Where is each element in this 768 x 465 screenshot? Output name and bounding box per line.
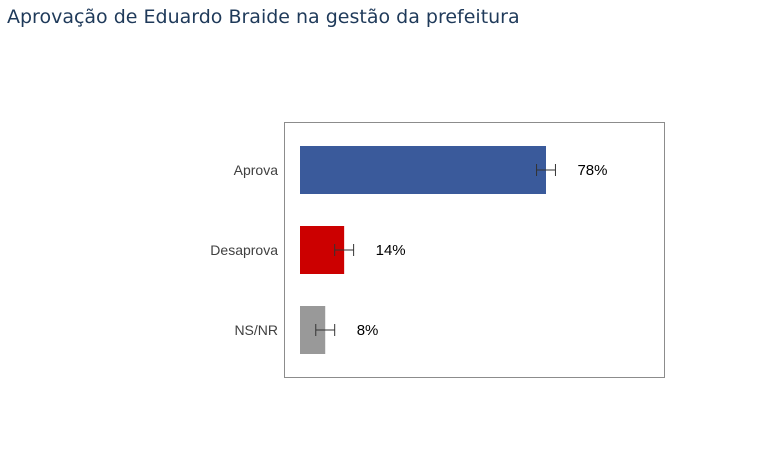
value-label-desaprova: 14% (376, 242, 406, 259)
bars-group: Aprova 78% Desaprova 14% NS/NR 8% (210, 146, 607, 354)
category-label-aprova: Aprova (234, 162, 279, 178)
bar-aprova (300, 146, 546, 194)
chart-title: Aprovação de Eduardo Braide na gestão da… (7, 6, 520, 28)
category-label-ns-nr: NS/NR (234, 322, 278, 338)
value-label-ns-nr: 8% (357, 322, 379, 339)
category-label-desaprova: Desaprova (210, 242, 278, 258)
value-label-aprova: 78% (577, 162, 607, 179)
